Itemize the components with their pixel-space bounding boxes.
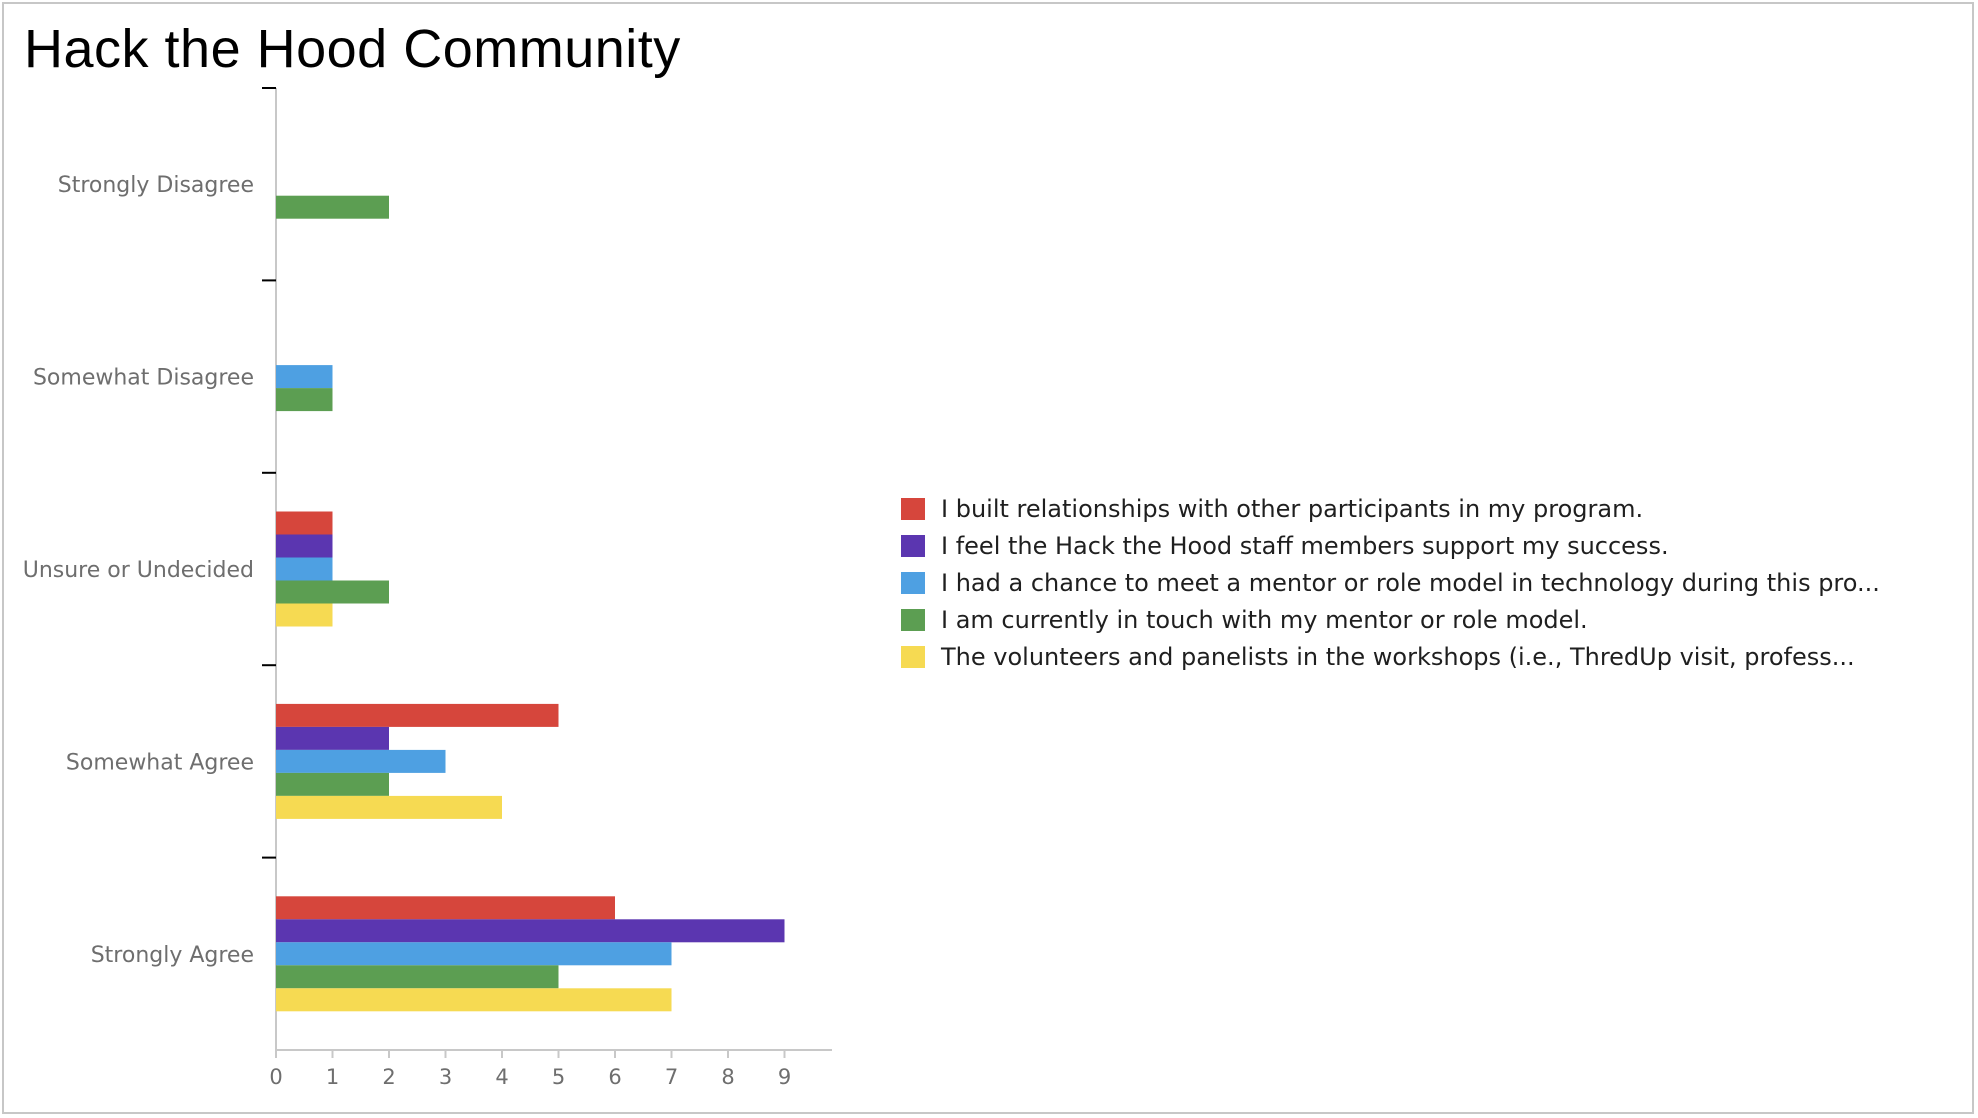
legend-label: I built relationships with other partici… — [941, 495, 1643, 523]
x-tick-label: 4 — [495, 1065, 508, 1089]
category-label: Strongly Agree — [91, 943, 254, 968]
bar — [276, 772, 389, 796]
legend-swatch — [901, 609, 925, 631]
bar — [276, 580, 389, 604]
x-tick-label: 3 — [439, 1065, 452, 1089]
bar — [276, 795, 502, 819]
x-tick-label: 0 — [269, 1065, 282, 1089]
bar — [276, 942, 672, 966]
bar — [276, 896, 615, 920]
chart-legend: I built relationships with other partici… — [901, 495, 1880, 671]
category-label: Strongly Disagree — [58, 173, 254, 198]
chart-ticks: Strongly Disagree Somewhat Disagree Unsure… — [23, 173, 791, 1089]
bar — [276, 557, 333, 581]
bar — [276, 534, 333, 558]
category-label: Unsure or Undecided — [23, 558, 254, 583]
chart-title: Hack the Hood Community — [24, 19, 681, 79]
bar — [276, 511, 333, 535]
x-tick-label: 5 — [552, 1065, 565, 1089]
bar — [276, 603, 333, 627]
bar — [276, 965, 559, 989]
bar — [276, 749, 446, 773]
x-tick-label: 9 — [778, 1065, 791, 1089]
category-label: Somewhat Agree — [66, 750, 254, 775]
x-tick-label: 2 — [382, 1065, 395, 1089]
legend-swatch — [901, 535, 925, 557]
x-tick-label: 7 — [665, 1065, 678, 1089]
bar — [276, 703, 559, 727]
legend-swatch — [901, 646, 925, 668]
bar — [276, 365, 333, 389]
legend-label: I am currently in touch with my mentor o… — [941, 606, 1588, 634]
x-tick-label: 8 — [721, 1065, 734, 1089]
legend-label: I feel the Hack the Hood staff members s… — [941, 532, 1669, 560]
bar — [276, 988, 672, 1012]
legend-label: The volunteers and panelists in the work… — [940, 643, 1855, 671]
bar — [276, 195, 389, 219]
x-tick-label: 1 — [326, 1065, 339, 1089]
bar — [276, 919, 785, 943]
x-tick-label: 6 — [608, 1065, 621, 1089]
bar — [276, 726, 389, 750]
legend-label: I had a chance to meet a mentor or role … — [941, 569, 1880, 597]
legend-swatch — [901, 572, 925, 594]
chart-bars — [276, 195, 785, 1012]
legend-swatch — [901, 498, 925, 520]
category-label: Somewhat Disagree — [33, 366, 254, 391]
bar — [276, 388, 333, 412]
